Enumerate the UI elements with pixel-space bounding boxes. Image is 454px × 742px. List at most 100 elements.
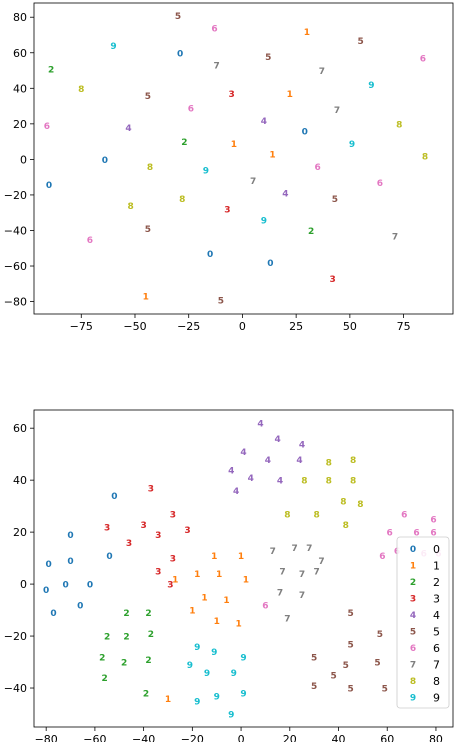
data-point-digit-8: 8	[396, 120, 402, 130]
data-point-digit-6: 6	[262, 601, 268, 611]
data-point-digit-0: 0	[63, 581, 69, 591]
x-tick-label: 60	[380, 733, 394, 742]
data-point-digit-5: 5	[343, 661, 349, 671]
data-point-digit-3: 3	[140, 521, 146, 531]
y-tick-label: −20	[4, 630, 27, 643]
data-point-digit-4: 4	[274, 435, 280, 445]
data-point-digit-2: 2	[308, 227, 314, 237]
legend-marker-3: 3	[410, 595, 416, 605]
data-point-digit-7: 7	[306, 544, 312, 554]
data-point-digit-0: 0	[267, 259, 273, 269]
legend-marker-1: 1	[410, 562, 416, 572]
data-point-digit-8: 8	[350, 477, 356, 487]
data-point-digit-9: 9	[194, 698, 200, 708]
data-point-digit-8: 8	[357, 500, 363, 510]
data-point-digit-2: 2	[121, 659, 127, 669]
data-point-digit-1: 1	[194, 570, 200, 580]
data-point-digit-7: 7	[284, 614, 290, 624]
data-point-digit-7: 7	[319, 67, 325, 77]
legend-marker-9: 9	[410, 694, 416, 704]
data-point-digit-4: 4	[299, 440, 305, 450]
y-tick-label: 40	[13, 82, 27, 95]
data-point-digit-8: 8	[179, 195, 185, 205]
data-point-digit-0: 0	[111, 492, 117, 502]
legend-label-4: 4	[433, 609, 440, 622]
data-point-digit-1: 1	[223, 596, 229, 606]
data-point-digit-1: 1	[235, 620, 241, 630]
data-point-digit-6: 6	[430, 529, 436, 539]
data-point-digit-7: 7	[279, 568, 285, 578]
data-point-digit-4: 4	[248, 474, 254, 484]
y-tick-label: 60	[13, 47, 27, 60]
data-point-digit-6: 6	[377, 179, 383, 189]
data-point-digit-2: 2	[48, 65, 54, 75]
data-point-digit-5: 5	[331, 672, 337, 682]
data-point-digit-0: 0	[87, 581, 93, 591]
data-point-digit-0: 0	[50, 609, 56, 619]
data-point-digit-5: 5	[348, 640, 354, 650]
data-point-digit-9: 9	[110, 42, 116, 52]
data-point-digit-9: 9	[214, 692, 220, 702]
data-point-digit-0: 0	[102, 156, 108, 166]
legend-label-0: 0	[433, 543, 440, 556]
data-point-digit-7: 7	[270, 547, 276, 557]
y-tick-label: 60	[13, 422, 27, 435]
y-tick-label: 0	[20, 578, 27, 591]
data-point-digit-6: 6	[44, 122, 50, 132]
x-tick-label: −75	[70, 320, 93, 333]
data-point-digit-6: 6	[87, 236, 93, 246]
data-point-digit-1: 1	[165, 695, 171, 705]
y-tick-label: 80	[13, 11, 27, 24]
data-point-digit-7: 7	[299, 591, 305, 601]
data-point-digit-2: 2	[104, 633, 110, 643]
data-point-digit-5: 5	[218, 296, 224, 306]
data-point-digit-9: 9	[240, 690, 246, 700]
data-point-digit-5: 5	[348, 609, 354, 619]
data-point-digit-7: 7	[392, 232, 398, 242]
legend-marker-6: 6	[410, 644, 416, 654]
data-point-digit-1: 1	[211, 552, 217, 562]
x-tick-label: −25	[177, 320, 200, 333]
data-point-digit-7: 7	[250, 177, 256, 187]
y-tick-label: 20	[13, 526, 27, 539]
data-point-digit-7: 7	[292, 544, 298, 554]
data-point-digit-1: 1	[214, 617, 220, 627]
legend-label-8: 8	[433, 675, 440, 688]
legend-label-2: 2	[433, 576, 440, 589]
data-point-digit-1: 1	[269, 151, 275, 161]
y-tick-label: −60	[4, 260, 27, 273]
x-tick-label: −40	[132, 733, 155, 742]
data-point-digit-9: 9	[231, 669, 237, 679]
data-point-digit-2: 2	[148, 630, 154, 640]
data-point-digit-1: 1	[172, 575, 178, 585]
data-point-digit-1: 1	[189, 607, 195, 617]
data-point-digit-5: 5	[332, 195, 338, 205]
y-tick-label: 40	[13, 474, 27, 487]
data-point-digit-5: 5	[357, 37, 363, 47]
legend-label-6: 6	[433, 642, 440, 655]
data-point-digit-0: 0	[45, 560, 51, 570]
data-point-digit-6: 6	[211, 24, 217, 34]
data-point-digit-1: 1	[216, 570, 222, 580]
legend-label-9: 9	[433, 692, 440, 705]
data-point-digit-1: 1	[304, 28, 310, 38]
data-point-digit-3: 3	[126, 539, 132, 549]
data-point-digit-5: 5	[265, 53, 271, 63]
data-point-digit-8: 8	[350, 456, 356, 466]
data-point-digit-5: 5	[311, 653, 317, 663]
data-point-digit-0: 0	[106, 552, 112, 562]
y-tick-label: 0	[20, 153, 27, 166]
data-point-digit-2: 2	[99, 653, 105, 663]
data-point-digit-8: 8	[284, 510, 290, 520]
legend-marker-7: 7	[410, 661, 416, 671]
data-point-digit-2: 2	[181, 138, 187, 148]
x-tick-label: 75	[397, 320, 411, 333]
data-point-digit-6: 6	[401, 510, 407, 520]
data-point-digit-3: 3	[170, 510, 176, 520]
data-point-digit-4: 4	[282, 190, 288, 200]
data-point-digit-4: 4	[265, 456, 271, 466]
data-point-digit-4: 4	[240, 448, 246, 458]
data-point-digit-7: 7	[334, 106, 340, 116]
data-point-digit-0: 0	[77, 601, 83, 611]
